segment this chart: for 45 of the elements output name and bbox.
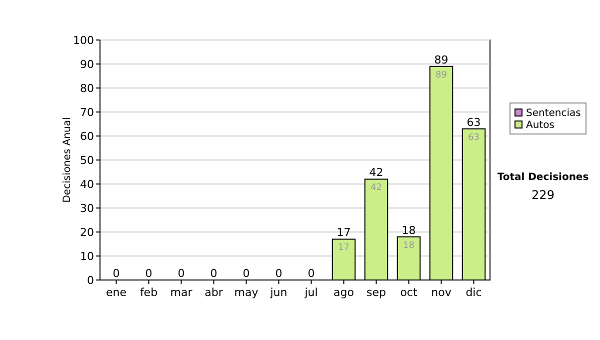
total-label: 42 <box>369 166 384 180</box>
data-label: 18 <box>403 240 415 251</box>
y-axis-title: Decisiones Anual <box>62 117 73 203</box>
y-tick-label: 100 <box>73 34 94 47</box>
x-tick-label: jun <box>269 286 288 299</box>
total-label: 0 <box>112 267 120 280</box>
y-tick-label: 20 <box>80 226 94 239</box>
total-label: 0 <box>178 267 185 280</box>
total-label: 18 <box>402 224 416 237</box>
total-label: 17 <box>336 226 351 240</box>
x-tick-label: jul <box>304 286 318 299</box>
y-tick-label: 70 <box>80 106 94 119</box>
total-label: 0 <box>145 267 152 280</box>
x-tick-label: ene <box>106 286 127 299</box>
y-tick-label: 40 <box>80 178 94 191</box>
total-label: 0 <box>308 267 315 280</box>
data-label: 42 <box>370 183 382 194</box>
total-label: 63 <box>466 116 481 129</box>
y-tick-label: 0 <box>87 274 94 287</box>
total-label: 0 <box>210 267 218 280</box>
y-tick-label: 10 <box>80 250 94 263</box>
y-tick-label: 30 <box>80 202 94 215</box>
text: 229 <box>532 188 554 202</box>
y-tick-label: 50 <box>80 154 94 167</box>
data-label: 63 <box>468 132 480 143</box>
x-tick-label: mar <box>170 286 193 299</box>
y-tick-label: 60 <box>80 130 94 143</box>
legend-label: Sentencias <box>526 108 581 119</box>
x-tick-label: dic <box>466 286 482 299</box>
x-tick-label: oct <box>400 286 418 299</box>
text: Total Decisiones <box>497 172 589 183</box>
total-label: 0 <box>242 267 250 280</box>
y-tick-label: 90 <box>80 58 94 71</box>
x-tick-label: abr <box>204 286 224 299</box>
x-tick-label: ago <box>334 286 354 299</box>
x-tick-label: may <box>234 286 259 299</box>
data-label: 89 <box>436 70 448 80</box>
y-tick-label: 80 <box>80 82 94 95</box>
data-label: 17 <box>338 243 350 254</box>
total-label: 89 <box>434 53 448 66</box>
x-tick-label: nov <box>431 286 452 299</box>
legend-label: Autos <box>526 120 554 131</box>
x-tick-label: feb <box>140 286 158 299</box>
total-label: 0 <box>275 267 282 280</box>
x-tick-label: sep <box>366 286 386 299</box>
